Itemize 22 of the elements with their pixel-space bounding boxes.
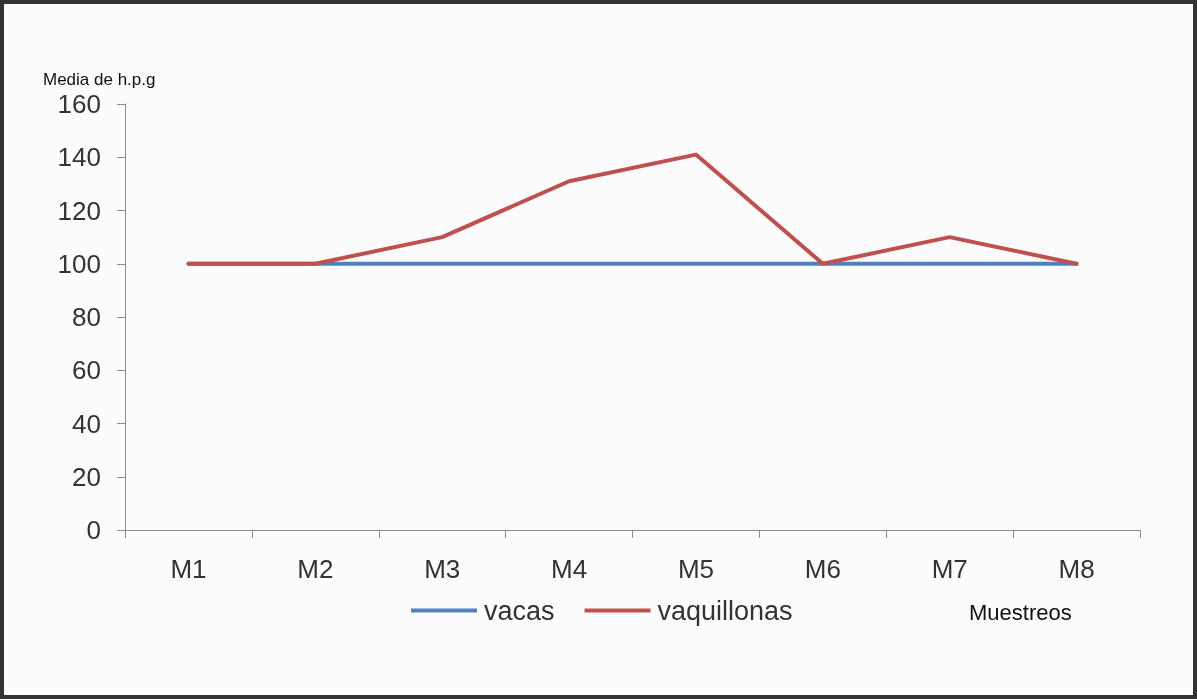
y-tick-label: 60 [72,355,101,386]
y-tick-label: 100 [57,248,101,279]
x-tick-label: M3 [424,554,461,584]
x-axis-title: Muestreos [969,599,1072,625]
y-axis-title: Media de h.p.g [43,70,156,89]
legend-label: vaquillonas [657,595,793,626]
y-tick-label: 80 [72,302,101,332]
y-tick-label: 140 [57,142,101,173]
legend-label: vacas [484,595,555,626]
x-tick-label: M4 [551,554,588,584]
line-series [186,152,1079,266]
x-tick-label: M6 [804,554,841,584]
y-tick-label: 120 [57,195,101,226]
x-tick-label: M7 [931,554,968,584]
y-tick-label: 20 [72,461,101,492]
x-tick-label: M5 [677,554,714,584]
y-tick-label: 0 [86,515,101,545]
x-tick-label: M2 [297,554,334,584]
x-tick-label: M8 [1058,554,1095,584]
x-tick-label: M1 [170,554,207,584]
y-tick-label: 40 [72,408,101,439]
y-tick-label: 160 [57,89,101,119]
